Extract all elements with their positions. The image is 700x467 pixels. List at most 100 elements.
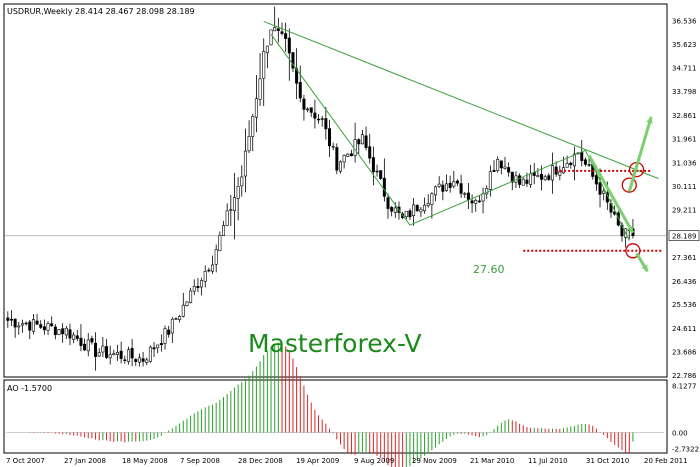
candle-body xyxy=(324,118,328,130)
candle xyxy=(328,119,332,157)
candle xyxy=(452,170,456,189)
candle-body xyxy=(503,166,507,169)
candle xyxy=(105,339,109,360)
candle-body xyxy=(313,112,317,119)
candle xyxy=(112,349,116,356)
candle xyxy=(13,318,17,338)
candle-body xyxy=(518,175,522,185)
candle-body xyxy=(156,344,160,349)
candle xyxy=(287,28,291,81)
overlay-layer xyxy=(263,20,663,273)
candle-body xyxy=(218,235,222,252)
candle-body xyxy=(444,183,448,191)
candle xyxy=(145,357,149,365)
candle-body xyxy=(393,207,397,213)
candle-body xyxy=(320,118,324,120)
candle-body xyxy=(437,183,441,187)
candle-body xyxy=(167,329,171,335)
candle xyxy=(97,348,101,358)
candle xyxy=(536,168,540,178)
candle-body xyxy=(529,173,533,185)
candle-body xyxy=(192,286,196,292)
candle-body xyxy=(448,182,452,188)
candle xyxy=(229,194,233,226)
candle-body xyxy=(455,180,459,184)
candle-body xyxy=(510,171,514,183)
candle-body xyxy=(565,163,569,168)
arrow-up-right-head xyxy=(646,116,653,124)
candle-body xyxy=(185,301,189,306)
time-tick-label: 7 Sep 2008 xyxy=(180,457,220,465)
candle xyxy=(423,197,427,214)
candle-body xyxy=(83,343,87,351)
candle-body xyxy=(298,82,302,99)
candle-body xyxy=(9,318,13,321)
candle-body xyxy=(287,37,291,54)
price-tick-label: 35.623 xyxy=(672,41,697,49)
candle xyxy=(477,195,481,203)
candle-body xyxy=(31,319,35,332)
candle-body xyxy=(119,350,123,359)
candle-body xyxy=(338,161,342,172)
time-tick-label: 28 Dec 2008 xyxy=(238,457,283,465)
candle-body xyxy=(189,290,193,303)
candle xyxy=(459,174,463,198)
candle xyxy=(75,330,79,342)
candle-body xyxy=(72,334,76,340)
candle-body xyxy=(302,98,306,110)
candle xyxy=(218,231,222,252)
candle-body xyxy=(499,160,503,169)
candle xyxy=(203,265,207,288)
candle xyxy=(236,177,240,221)
candle xyxy=(57,329,61,336)
candle-body xyxy=(602,190,606,194)
candle xyxy=(309,107,313,117)
candle-body xyxy=(558,171,562,176)
candle-body xyxy=(64,327,68,336)
candle-body xyxy=(258,78,262,100)
level-annotation: 27.60 xyxy=(473,263,505,276)
candle xyxy=(247,120,251,154)
candle xyxy=(254,75,258,133)
candle xyxy=(262,38,266,107)
candle xyxy=(360,130,364,145)
candle xyxy=(404,210,408,220)
candle-body xyxy=(317,118,321,121)
candle-body xyxy=(342,155,346,163)
candle xyxy=(273,6,277,32)
candle xyxy=(499,160,503,175)
candle-body xyxy=(57,329,61,336)
time-tick-label: 31 Oct 2010 xyxy=(586,457,629,465)
candle-body xyxy=(375,170,379,173)
candle-body xyxy=(583,159,587,165)
price-tick-label: 29.211 xyxy=(672,206,697,214)
candle-body xyxy=(35,320,39,325)
price-tick-label: 26.436 xyxy=(672,278,697,286)
price-tick-label: 31.961 xyxy=(672,135,697,143)
candle xyxy=(547,173,551,181)
candle-body xyxy=(126,349,130,362)
candle xyxy=(434,185,438,202)
candle-body xyxy=(536,175,540,178)
candle-body xyxy=(280,31,284,34)
candle-body xyxy=(207,269,211,272)
ao-tick-label: 0.00 xyxy=(672,430,688,438)
price-tick-label: 34.711 xyxy=(672,65,697,73)
candle-body xyxy=(488,171,492,190)
candle xyxy=(543,174,547,181)
candle xyxy=(463,191,467,199)
candle-body xyxy=(430,193,434,205)
arrow-down-trend-shaft xyxy=(587,154,635,234)
candle-body xyxy=(485,187,489,195)
candle-body xyxy=(46,323,50,331)
candle-body xyxy=(346,153,350,157)
candle xyxy=(357,138,361,155)
candle xyxy=(551,152,555,194)
candle xyxy=(602,187,606,201)
time-tick-label: 21 Mar 2010 xyxy=(470,457,514,465)
candle-body xyxy=(61,328,65,335)
candle-body xyxy=(434,186,438,196)
candle xyxy=(207,267,211,273)
candle xyxy=(20,319,24,333)
